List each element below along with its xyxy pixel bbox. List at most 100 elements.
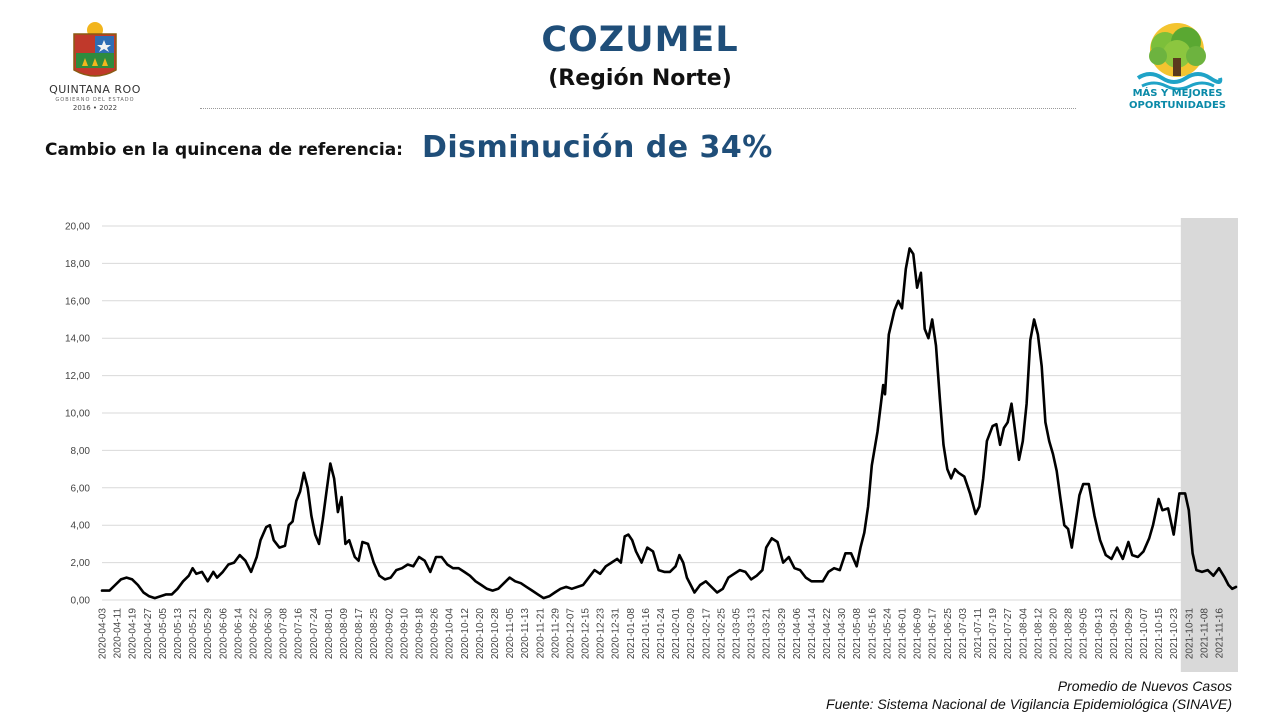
slogan-line-2: OPORTUNIDADES	[1129, 100, 1226, 111]
x-tick-label: 2020-12-23	[596, 608, 607, 660]
cases-line-chart: 0,00 2,00 4,00 6,00 8,00 10,00 12,00 14,00 16,00…	[65, 218, 1238, 672]
x-tick-label: 2021-08-20	[1048, 608, 1059, 660]
x-tick-label: 2020-05-21	[188, 608, 199, 660]
x-tick-label: 2021-02-01	[671, 608, 682, 660]
x-tick-label: 2021-02-25	[716, 608, 727, 660]
x-tick-label: 2021-02-17	[701, 608, 712, 660]
x-tick-label: 2021-03-05	[731, 608, 742, 660]
x-tick-label: 2020-08-09	[339, 608, 350, 660]
x-tick-label: 2021-09-21	[1109, 608, 1120, 660]
x-tick-label: 2020-07-08	[279, 608, 290, 660]
x-tick-label: 2021-11-08	[1199, 608, 1210, 659]
x-tick-label: 2021-04-30	[837, 608, 848, 660]
x-tick-label: 2020-06-30	[264, 608, 275, 660]
x-tick-label: 2021-01-16	[641, 608, 652, 660]
header-divider	[200, 108, 1076, 109]
x-tick-label: 2021-07-19	[988, 608, 999, 660]
x-tick-label: 2020-09-02	[384, 608, 395, 660]
y-tick-label: 2,00	[71, 558, 91, 569]
source-note: Fuente: Sistema Nacional de Vigilancia E…	[826, 696, 1232, 712]
y-tick-label: 16,00	[65, 296, 90, 307]
x-tick-label: 2020-07-16	[294, 608, 305, 660]
y-tick-label: 18,00	[65, 259, 90, 270]
x-tick-label: 2020-06-06	[218, 608, 229, 660]
x-tick-label: 2020-07-24	[309, 608, 320, 660]
x-tick-label: 2021-07-27	[1003, 608, 1014, 660]
y-tick-label: 10,00	[65, 409, 90, 420]
x-tick-label: 2021-05-08	[852, 608, 863, 660]
x-tick-label: 2020-11-21	[535, 608, 546, 659]
change-value: Disminución de 34%	[422, 130, 773, 165]
x-tick-label: 2021-03-29	[777, 608, 788, 660]
x-tick-label: 2021-07-11	[973, 608, 984, 659]
y-tick-label: 14,00	[65, 334, 90, 345]
x-tick-label: 2021-06-01	[898, 608, 909, 660]
shaded-recent-region	[1180, 218, 1238, 672]
x-tick-label: 2020-05-29	[203, 608, 214, 660]
coat-of-arms-icon	[73, 22, 117, 77]
oportunidades-logo: MÁS Y MEJORES OPORTUNIDADES	[1120, 20, 1235, 115]
x-tick-label: 2020-05-05	[158, 608, 169, 660]
x-tick-label: 2021-06-25	[943, 608, 954, 660]
x-tick-label: 2021-03-13	[747, 608, 758, 660]
x-tick-label: 2020-04-03	[98, 608, 109, 660]
x-tick-label: 2020-10-20	[475, 608, 486, 660]
x-tick-label: 2020-10-28	[490, 608, 501, 660]
x-tick-label: 2021-09-05	[1079, 608, 1090, 660]
x-tick-label: 2020-08-01	[324, 608, 335, 660]
x-tick-label: 2021-10-07	[1139, 608, 1150, 660]
x-tick-label: 2021-09-29	[1124, 608, 1135, 660]
x-tick-label: 2021-04-14	[807, 608, 818, 660]
x-tick-label: 2020-12-31	[611, 608, 622, 660]
y-tick-label: 12,00	[65, 371, 90, 382]
logo-subtext: GOBIERNO DEL ESTADO	[55, 97, 135, 103]
x-tick-label: 2020-04-19	[128, 608, 139, 660]
x-tick-label: 2021-10-23	[1169, 608, 1180, 660]
x-tick-label: 2020-05-13	[173, 608, 184, 660]
x-tick-label: 2020-04-27	[143, 608, 154, 660]
x-tick-label: 2021-01-08	[626, 608, 637, 660]
y-tick-label: 6,00	[71, 483, 91, 494]
y-tick-label: 8,00	[71, 446, 91, 457]
x-tick-label: 2021-08-04	[1018, 608, 1029, 660]
x-tick-label: 2021-11-16	[1215, 608, 1226, 659]
x-tick-label: 2020-08-17	[354, 608, 365, 660]
x-tick-label: 2020-12-07	[565, 608, 576, 660]
x-tick-label: 2020-08-25	[369, 608, 380, 660]
x-tick-label: 2021-04-22	[822, 608, 833, 660]
x-tick-label: 2021-09-13	[1094, 608, 1105, 660]
x-tick-label: 2021-10-31	[1184, 608, 1195, 660]
x-tick-label: 2021-03-21	[762, 608, 773, 660]
y-tick-label: 20,00	[65, 222, 90, 233]
page-title: COZUMEL	[541, 20, 739, 60]
x-tick-label: 2021-06-17	[928, 608, 939, 660]
y-tick-label: 0,00	[71, 596, 91, 607]
x-tick-label: 2020-10-04	[445, 608, 456, 660]
x-tick-label: 2020-11-29	[550, 608, 561, 659]
x-tick-label: 2020-11-13	[520, 608, 531, 659]
series-line	[100, 247, 1238, 600]
x-tick-label: 2021-10-15	[1154, 608, 1165, 660]
x-tick-label: 2020-12-15	[581, 608, 592, 660]
x-tick-label: 2020-11-05	[505, 608, 516, 659]
x-tick-label: 2021-08-12	[1033, 608, 1044, 660]
x-tick-label: 2020-06-14	[233, 608, 244, 660]
x-tick-label: 2020-09-18	[414, 608, 425, 660]
change-label: Cambio en la quincena de referencia:	[45, 140, 403, 160]
x-tick-label: 2021-01-24	[656, 608, 667, 660]
x-tick-label: 2021-05-24	[882, 608, 893, 660]
x-tick-label: 2020-09-10	[399, 608, 410, 660]
x-tick-label: 2021-06-09	[913, 608, 924, 660]
x-tick-label: 2020-10-12	[460, 608, 471, 660]
x-tick-label: 2021-08-28	[1064, 608, 1075, 660]
x-tick-label: 2021-04-06	[792, 608, 803, 660]
x-tick-label: 2020-04-11	[113, 608, 124, 659]
quintana-roo-logo: QUINTANA ROO GOBIERNO DEL ESTADO 2016 • …	[40, 18, 150, 113]
x-tick-label: 2020-09-26	[430, 608, 441, 660]
chart-caption: Promedio de Nuevos Casos	[1057, 678, 1232, 694]
logo-years: 2016 • 2022	[72, 104, 118, 112]
page-subtitle: (Región Norte)	[548, 66, 732, 91]
slogan-line-1: MÁS Y MEJORES	[1132, 88, 1223, 99]
x-tick-label: 2021-02-09	[686, 608, 697, 660]
logo-brand-text: QUINTANA ROO	[49, 83, 141, 96]
